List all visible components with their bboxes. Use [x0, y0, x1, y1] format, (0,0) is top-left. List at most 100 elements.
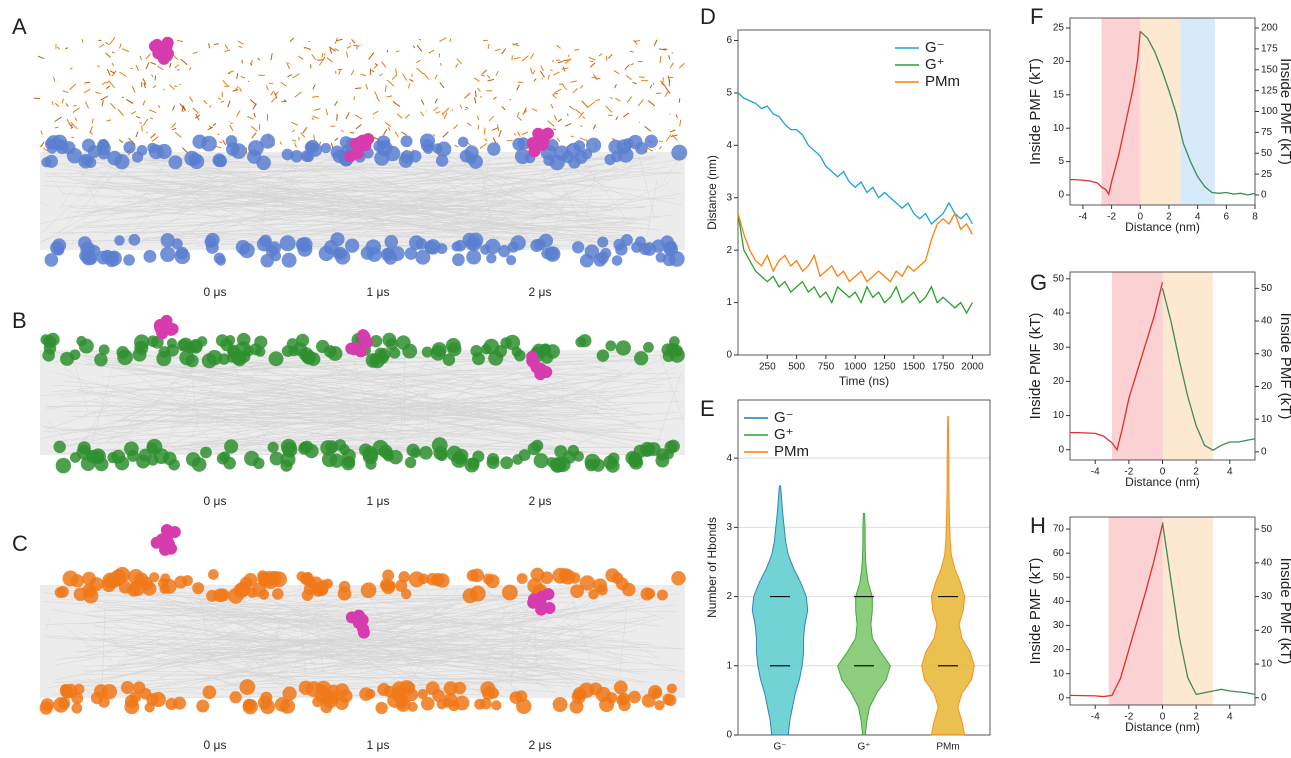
glycan [288, 62, 290, 65]
glycan [334, 48, 340, 52]
y-tick-label: 2 [726, 591, 732, 602]
headgroup [472, 352, 485, 366]
lipid-tail [110, 420, 351, 425]
glycan [122, 48, 130, 53]
headgroup [666, 683, 677, 694]
glycan [582, 116, 586, 119]
headgroup [655, 252, 666, 263]
glycan [136, 116, 141, 119]
lipid-tail [91, 401, 143, 413]
x-tick-label: 0 [1160, 467, 1166, 478]
headgroup [215, 255, 226, 266]
headgroup [451, 241, 462, 252]
molecular-render [40, 314, 685, 474]
lipid-tail [530, 645, 598, 678]
x-tick-label: 1500 [903, 362, 926, 373]
peptide [532, 595, 545, 608]
headgroup [570, 584, 584, 599]
headgroup [389, 246, 405, 261]
glycan [99, 43, 105, 48]
x-tick-label: 2 [1166, 212, 1172, 223]
x-tick-label: 6 [1224, 212, 1230, 223]
glycan [247, 115, 254, 120]
y-tick-label: 3 [726, 522, 732, 533]
y2-axis-label: Inside PMF (kT) [1277, 558, 1291, 665]
glycan [152, 84, 157, 89]
lipid-tail [240, 444, 247, 450]
glycan [479, 96, 482, 98]
headgroup [143, 249, 157, 263]
glycan [623, 112, 630, 118]
glycan [384, 84, 387, 93]
lipid-tail [580, 184, 683, 206]
lipid-tail [637, 153, 655, 218]
lipid-tail [396, 643, 651, 668]
y-tick-label: 2 [726, 245, 732, 256]
headgroup [645, 442, 656, 453]
glycan [454, 144, 459, 148]
headgroup [469, 585, 486, 602]
glycan [476, 115, 480, 120]
glycan [177, 69, 180, 71]
headgroup [362, 449, 379, 465]
glycan [629, 50, 634, 53]
lipid-tail [260, 159, 272, 239]
x-tick-label: -4 [1091, 712, 1100, 723]
y-tick-label: 20 [1053, 644, 1065, 655]
lipid-tail [425, 617, 597, 692]
glycan [512, 43, 520, 47]
lipid-tail [222, 640, 531, 676]
headgroup [365, 239, 382, 255]
headgroup [189, 153, 205, 170]
glycan [287, 74, 293, 78]
lipid-tail [210, 386, 455, 420]
lipid-tail [203, 181, 337, 239]
headgroup [480, 244, 491, 255]
glycan [547, 74, 550, 80]
lipid-tail [158, 405, 507, 411]
lipid-tail [107, 611, 321, 668]
glycan [402, 73, 408, 81]
y2-tick-label: 0 [1261, 446, 1267, 457]
glycan [386, 79, 395, 87]
lipid-tail [659, 352, 684, 422]
lipid-tail [366, 591, 423, 688]
headgroup [435, 154, 449, 167]
lipid-tail [364, 398, 636, 422]
headgroup [486, 253, 497, 264]
headgroup [615, 340, 631, 356]
glycan [579, 84, 584, 89]
headgroup [421, 346, 433, 358]
glycan [150, 133, 156, 139]
lipid-tail [226, 359, 263, 422]
glycan [587, 101, 596, 108]
lipid-tail [141, 373, 274, 383]
lipid-tail [211, 368, 566, 456]
time-label: 1 μs [367, 494, 390, 508]
glycan [395, 50, 400, 53]
glycan [355, 87, 362, 89]
glycan [311, 54, 317, 61]
lipid-tail [521, 594, 597, 677]
glycan [379, 73, 383, 77]
lipid-tail [562, 620, 624, 661]
headgroup [142, 581, 157, 596]
y-tick-label: 30 [1053, 342, 1065, 353]
headgroup [281, 345, 294, 358]
lipid-tail [103, 174, 177, 246]
headgroup [417, 688, 428, 700]
lipid-tail [562, 380, 565, 395]
shaded-region [1108, 517, 1163, 705]
headgroup [345, 238, 360, 253]
glycan [395, 68, 398, 76]
glycan [556, 137, 561, 143]
headgroup [282, 686, 297, 701]
headgroup [132, 347, 147, 362]
headgroup [617, 147, 634, 163]
lipid-tail [95, 392, 338, 417]
headgroup [182, 575, 193, 586]
glycan [501, 106, 506, 111]
glycan [346, 45, 352, 49]
lipid-tail [147, 599, 435, 620]
glycan [561, 67, 569, 70]
